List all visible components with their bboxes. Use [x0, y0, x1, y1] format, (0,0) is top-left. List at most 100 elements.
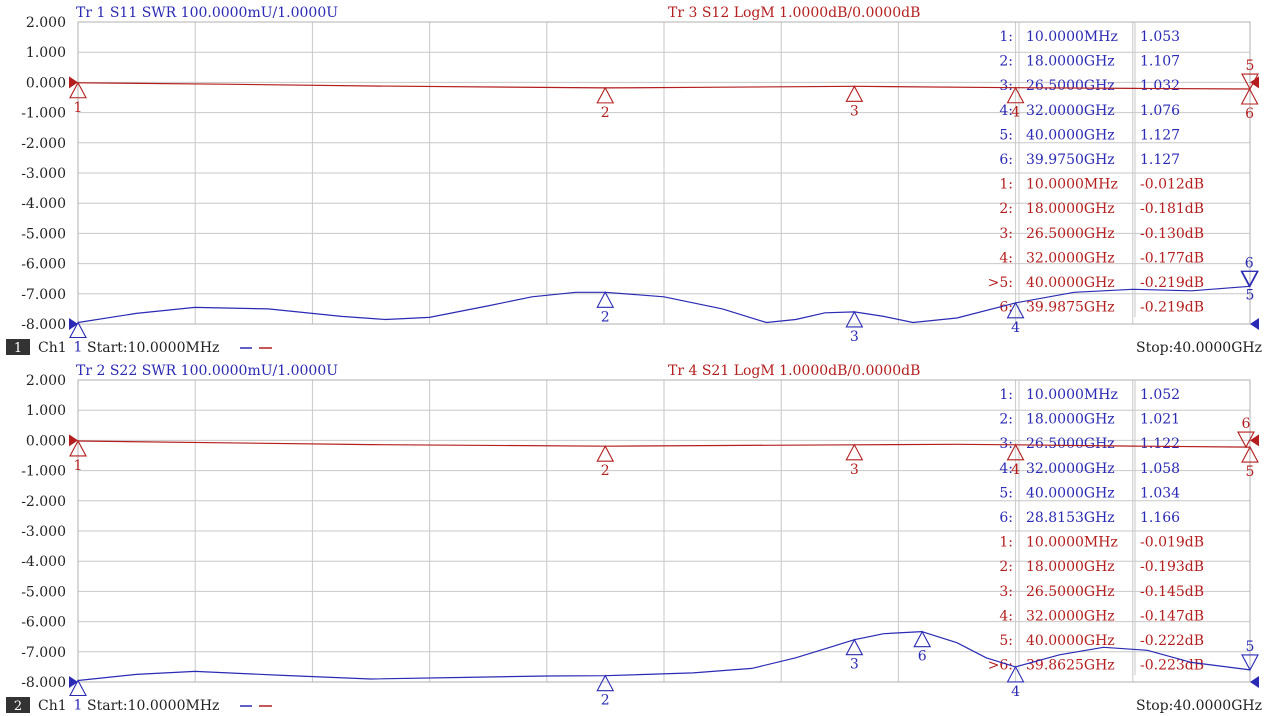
y-tick-label: -3.000: [21, 524, 66, 540]
plot-frame: [77, 379, 1251, 683]
readout-value: -0.019dB: [1140, 535, 1204, 551]
readout-value: 1.032: [1140, 78, 1180, 94]
readout-value: -0.219dB: [1140, 300, 1204, 316]
marker-triangle-icon: [596, 86, 615, 104]
readout-value: -0.177dB: [1140, 250, 1204, 266]
marker-readout-table: 1: 10.0000MHz 1.053 2: 18.0000GHz 1.107 3: 26.5…: [988, 22, 1204, 318]
readout-frequency: 40.0000GHz: [1026, 127, 1115, 143]
y-tick-label: 1.000: [26, 403, 66, 419]
marker-triangle-icon: [845, 638, 864, 656]
readout-value: -0.012dB: [1140, 177, 1204, 193]
y-tick-label: -5.000: [21, 584, 66, 600]
readout-marker-index: 3:: [999, 226, 1013, 242]
marker-number-label: 6: [1245, 255, 1254, 271]
start-frequency: Start:10.0000MHz: [87, 340, 219, 356]
readout-marker-index: 6:: [999, 300, 1013, 316]
readout-value: 1.127: [1140, 127, 1180, 143]
readout-frequency: 26.5000GHz: [1026, 78, 1115, 94]
trace-header-right: Tr 4 S21 LogM 1.0000dB/0.0000dB: [668, 363, 920, 379]
marker-triangle-icon: [913, 630, 932, 648]
y-tick-label: 2.000: [26, 373, 66, 389]
readout-marker-index: 5:: [999, 127, 1013, 143]
marker-number-label: 2: [601, 693, 610, 709]
marker-triangle-icon: [596, 291, 615, 308]
lower-trace-panel[interactable]: 2.000 1.000 0.000 -1.000 -2.000 -3.000 -4.000 -…: [0, 358, 1276, 716]
readout-frequency: 10.0000MHz: [1026, 177, 1118, 193]
ref-level-arrow-right-icon: [1250, 76, 1259, 89]
marker-triangle-icon: [1006, 443, 1025, 461]
marker-triangle-icon: [69, 321, 87, 339]
readout-frequency: 39.9750GHz: [1026, 152, 1115, 168]
marker-number-label: 2: [601, 463, 610, 479]
upper-chart-svg: 2.000 1.000 0.000 -1.000 -2.000 -3.000 -4.000 -…: [6, 5, 1262, 356]
grid-lines: [78, 22, 1250, 324]
readout-frequency: 39.9875GHz: [1026, 300, 1115, 316]
y-tick-label: -8.000: [21, 317, 66, 333]
trace-header-left: Tr 2 S22 SWR 100.0000mU/1.0000U: [76, 363, 338, 379]
marker-number-label: 1: [74, 339, 83, 355]
readout-frequency: 32.0000GHz: [1026, 250, 1115, 266]
marker-number-label: 6: [1242, 416, 1251, 432]
readout-frequency: 26.5000GHz: [1026, 436, 1115, 452]
y-tick-label: -6.000: [21, 615, 66, 631]
marker-triangle-icon: [845, 310, 864, 328]
marker-triangle-icon: [1241, 654, 1259, 672]
marker-number-label: 6: [918, 649, 927, 665]
y-tick-label: -7.000: [21, 287, 66, 303]
channel-number: 1: [14, 341, 22, 356]
y-tick-label: -7.000: [21, 645, 66, 661]
readout-marker-index: 5:: [999, 485, 1013, 501]
readout-marker-index: 3:: [999, 78, 1013, 94]
y-tick-label: 1.000: [26, 45, 66, 61]
y-tick-label: -2.000: [21, 136, 66, 152]
marker-number-label: 3: [850, 657, 859, 673]
ref-level-arrow-right-icon: [1250, 318, 1259, 330]
marker-number-label: 5: [1246, 464, 1255, 480]
marker-number-label: 4: [1011, 684, 1020, 700]
readout-marker-index: 2:: [999, 201, 1013, 217]
ref-level-arrow-right-icon: [1250, 676, 1259, 688]
readout-frequency: 32.0000GHz: [1026, 461, 1115, 477]
readout-frequency: 18.0000GHz: [1026, 54, 1115, 70]
readout-frequency: 26.5000GHz: [1026, 226, 1115, 242]
readout-marker-index: 4:: [999, 461, 1013, 477]
y-tick-label: -3.000: [21, 166, 66, 182]
trace-header-right: Tr 3 S12 LogM 1.0000dB/0.0000dB: [668, 5, 920, 21]
readout-frequency: 18.0000GHz: [1026, 201, 1115, 217]
readout-marker-index: 6:: [999, 510, 1013, 526]
ref-level-arrow-left-icon: [69, 434, 78, 447]
readout-value: 1.021: [1140, 412, 1180, 428]
readout-marker-index: 1:: [999, 177, 1013, 193]
readout-value: 1.058: [1140, 461, 1180, 477]
channel-label: Ch1: [38, 340, 67, 356]
trace-header-left: Tr 1 S11 SWR 100.0000mU/1.0000U: [76, 5, 338, 21]
readout-value: 1.166: [1140, 510, 1180, 526]
y-tick-label: -1.000: [21, 106, 66, 122]
marker-triangle-icon: [69, 81, 87, 99]
readout-value: 1.107: [1140, 54, 1180, 70]
marker-triangle-icon: [69, 679, 87, 697]
readout-frequency: 18.0000GHz: [1026, 412, 1115, 428]
marker-triangle-icon: [1006, 665, 1025, 683]
marker-number-label: 3: [850, 329, 859, 345]
marker-number-label: 3: [850, 103, 859, 119]
marker-number-label: 1: [74, 697, 83, 713]
readout-frequency: 10.0000MHz: [1026, 535, 1118, 551]
readout-marker-index: 4:: [999, 608, 1013, 624]
marker-number-label: 1: [74, 458, 83, 474]
channel-number-badge: [6, 339, 30, 355]
readout-value: 1.034: [1140, 485, 1180, 501]
readout-marker-index: 1:: [999, 535, 1013, 551]
ref-level-arrow-left-icon: [69, 318, 78, 330]
plot-frame: [77, 21, 1251, 325]
readout-frequency: 40.0000GHz: [1026, 485, 1115, 501]
upper-trace-panel[interactable]: 2.000 1.000 0.000 -1.000 -2.000 -3.000 -4.000 -…: [0, 0, 1276, 358]
readout-marker-index: >6:: [988, 658, 1013, 674]
readout-value: -0.181dB: [1140, 201, 1204, 217]
readout-frequency: 40.0000GHz: [1026, 275, 1115, 291]
y-tick-label: -6.000: [21, 257, 66, 273]
channel-number: 2: [14, 699, 22, 714]
y-tick-label: -5.000: [21, 226, 66, 242]
y-tick-label: -4.000: [21, 554, 66, 570]
readout-frequency: 26.5000GHz: [1026, 584, 1115, 600]
